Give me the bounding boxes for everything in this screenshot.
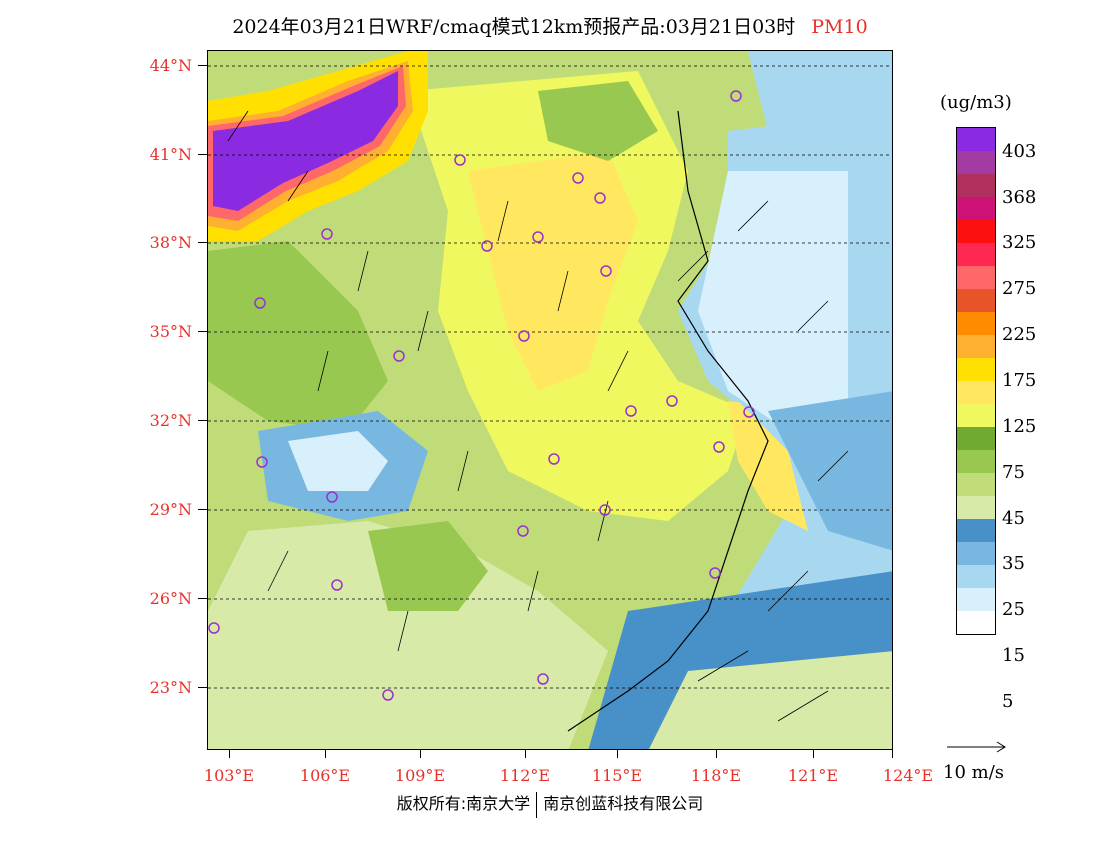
legend-swatch bbox=[957, 174, 995, 197]
map-title: 2024年03月21日WRF/cmaq模式12km预报产品:03月21日03时 P… bbox=[0, 12, 1100, 39]
lon-tick bbox=[892, 750, 893, 758]
lon-label-103: 103°E bbox=[203, 766, 255, 785]
lat-label-29: 29°N bbox=[149, 500, 192, 519]
pm10-concentration-map bbox=[207, 50, 893, 750]
coastline bbox=[567, 110, 769, 732]
south-sea-green bbox=[649, 651, 892, 749]
legend-swatch bbox=[957, 611, 995, 634]
legend-swatch bbox=[957, 450, 995, 473]
legend-label-368: 368 bbox=[1002, 187, 1037, 208]
legend-swatch bbox=[957, 427, 995, 450]
lat-label-32: 32°N bbox=[149, 411, 192, 430]
legend-swatch bbox=[957, 588, 995, 611]
lon-tick bbox=[229, 750, 230, 758]
lon-tick bbox=[525, 750, 526, 758]
legend-label-25: 25 bbox=[1002, 599, 1025, 620]
lon-tick bbox=[325, 750, 326, 758]
lon-label-124: 124°E bbox=[882, 766, 934, 785]
legend-swatch bbox=[957, 496, 995, 519]
lon-tick bbox=[813, 750, 814, 758]
legend-label-75: 75 bbox=[1002, 462, 1025, 483]
lat-tick bbox=[198, 687, 207, 688]
copyright-text: 版权所有:南京大学 bbox=[396, 794, 531, 813]
wind-reference-label: 10 m/s bbox=[943, 762, 1004, 783]
legend-swatch bbox=[957, 519, 995, 542]
lat-label-23: 23°N bbox=[149, 678, 192, 697]
lat-tick bbox=[198, 242, 207, 243]
lon-label-115: 115°E bbox=[591, 766, 643, 785]
legend-label-325: 325 bbox=[1002, 232, 1037, 253]
legend-label-125: 125 bbox=[1002, 416, 1037, 437]
legend-swatch bbox=[957, 243, 995, 266]
legend-swatch bbox=[957, 289, 995, 312]
lon-label-121: 121°E bbox=[787, 766, 839, 785]
lat-tick bbox=[198, 509, 207, 510]
west-green-zone bbox=[208, 241, 388, 431]
legend-swatch bbox=[957, 312, 995, 335]
copyright-footer: 版权所有:南京大学 南京创蓝科技有限公司 bbox=[0, 790, 1100, 818]
basin-white bbox=[288, 431, 388, 491]
lat-tick bbox=[198, 420, 207, 421]
lat-label-44: 44°N bbox=[149, 56, 192, 75]
legend-swatch bbox=[957, 565, 995, 588]
legend-swatch bbox=[957, 404, 995, 427]
lat-tick bbox=[198, 598, 207, 599]
lon-label-106: 106°E bbox=[299, 766, 351, 785]
lon-tick bbox=[420, 750, 421, 758]
legend-swatch bbox=[957, 335, 995, 358]
south-green-zone bbox=[368, 521, 488, 611]
legend-swatch bbox=[957, 128, 995, 151]
lon-tick bbox=[617, 750, 618, 758]
footer-divider bbox=[536, 791, 538, 818]
legend-swatch bbox=[957, 197, 995, 220]
lat-label-41: 41°N bbox=[149, 145, 192, 164]
legend-swatch bbox=[957, 151, 995, 174]
north-green-zone bbox=[538, 81, 658, 161]
yellow-sea-clean bbox=[698, 171, 848, 431]
lat-tick bbox=[198, 65, 207, 66]
legend-swatch bbox=[957, 473, 995, 496]
legend-swatch bbox=[957, 358, 995, 381]
lat-tick bbox=[198, 154, 207, 155]
south-low-zone bbox=[208, 521, 608, 749]
pollutant-label: PM10 bbox=[811, 16, 868, 38]
lat-tick bbox=[198, 331, 207, 332]
lat-label-35: 35°N bbox=[149, 322, 192, 341]
title-main: 2024年03月21日WRF/cmaq模式12km预报产品:03月21日03时 bbox=[232, 16, 796, 38]
company-text: 南京创蓝科技有限公司 bbox=[543, 794, 704, 813]
east-sea-blue bbox=[768, 391, 892, 551]
legend-swatch bbox=[957, 542, 995, 565]
legend-unit: (ug/m3) bbox=[940, 92, 1012, 113]
legend-swatch bbox=[957, 220, 995, 243]
lon-label-109: 109°E bbox=[394, 766, 446, 785]
lon-label-118: 118°E bbox=[690, 766, 742, 785]
legend-label-15: 15 bbox=[1002, 645, 1025, 666]
plume-core bbox=[468, 151, 638, 391]
legend-swatch bbox=[957, 266, 995, 289]
legend-label-5: 5 bbox=[1002, 691, 1014, 712]
lat-label-38: 38°N bbox=[149, 233, 192, 252]
lon-label-112: 112°E bbox=[499, 766, 551, 785]
legend-label-35: 35 bbox=[1002, 553, 1025, 574]
wind-vectors bbox=[227, 110, 849, 722]
lon-tick bbox=[716, 750, 717, 758]
dust-core bbox=[213, 71, 398, 211]
graticule bbox=[208, 65, 892, 689]
lat-label-26: 26°N bbox=[149, 589, 192, 608]
legend-swatch bbox=[957, 381, 995, 404]
legend-label-275: 275 bbox=[1002, 278, 1037, 299]
wind-reference-arrow bbox=[947, 741, 1006, 753]
legend-label-403: 403 bbox=[1002, 141, 1037, 162]
city-markers bbox=[208, 90, 755, 701]
legend-label-175: 175 bbox=[1002, 370, 1037, 391]
legend-label-45: 45 bbox=[1002, 508, 1025, 529]
legend-label-225: 225 bbox=[1002, 324, 1037, 345]
color-legend bbox=[956, 127, 996, 635]
